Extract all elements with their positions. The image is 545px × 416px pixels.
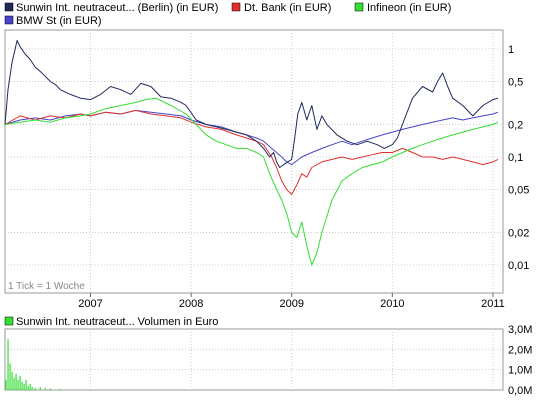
main-legend: Sunwin Int. neutraceut... (Berlin) (in E… (4, 2, 451, 27)
legend-swatch-infineon (354, 2, 364, 12)
volume-y-tick-label: 0,0M (508, 385, 532, 397)
volume-bars (5, 339, 61, 390)
legend-label-bmw: BMW St (in EUR) (16, 15, 102, 27)
series-line-dtbank[interactable] (4, 109, 499, 195)
main-y-axis: 1 0,5 0,2 0,1 0,05 0,02 0,01 (508, 44, 529, 272)
main-y-tick-label: 0,2 (508, 119, 523, 131)
main-series-group (4, 40, 499, 266)
volume-y-tick-label: 2,0M (508, 344, 532, 356)
main-grid (5, 30, 503, 293)
legend-label-sunwin: Sunwin Int. neutraceut... (Berlin) (in E… (16, 2, 218, 14)
legend-label-dtbank: Dt. Bank (in EUR) (244, 2, 331, 14)
volume-legend-swatch (4, 316, 14, 326)
volume-plot-area (4, 328, 504, 391)
main-y-tick-label: 1 (508, 44, 514, 56)
main-y-tick-label: 0,02 (508, 227, 529, 239)
volume-legend: Sunwin Int. neutraceut... Volumen in Eur… (4, 316, 218, 328)
main-x-tick-label: 2011 (481, 298, 505, 310)
legend-item-sunwin[interactable]: Sunwin Int. neutraceut... (Berlin) (in E… (4, 2, 218, 14)
tick-note: 1 Tick = 1 Woche (8, 281, 85, 292)
legend-item-infineon[interactable]: Infineon (in EUR) (354, 2, 451, 14)
main-x-tick-label: 2009 (279, 298, 303, 310)
main-y-tick-label: 0,01 (508, 260, 529, 272)
main-y-tick-label: 0,05 (508, 184, 529, 196)
main-x-axis: 2007 2008 2009 2010 2011 (78, 293, 505, 310)
main-x-tick-label: 2007 (78, 298, 102, 310)
legend-swatch-dtbank (231, 2, 241, 12)
main-plot-area (4, 29, 504, 294)
legend-swatch-bmw (4, 15, 14, 25)
volume-y-axis: 3,0M 2,0M 1,0M 0,0M (508, 324, 532, 397)
legend-item-dtbank[interactable]: Dt. Bank (in EUR) (231, 2, 331, 14)
series-line-sunwin[interactable] (4, 40, 499, 168)
legend-swatch-sunwin (4, 2, 14, 12)
main-y-tick-label: 0,5 (508, 77, 523, 89)
main-x-tick-label: 2010 (380, 298, 404, 310)
legend-item-bmw[interactable]: BMW St (in EUR) (4, 15, 102, 27)
legend-label-infineon: Infineon (in EUR) (367, 2, 451, 14)
series-line-infineon[interactable] (4, 97, 499, 266)
volume-y-tick-label: 3,0M (508, 324, 532, 336)
volume-legend-label: Sunwin Int. neutraceut... Volumen in Eur… (16, 316, 218, 328)
volume-y-tick-label: 1,0M (508, 365, 532, 377)
main-x-tick-label: 2008 (179, 298, 203, 310)
main-y-tick-label: 0,1 (508, 152, 523, 164)
volume-grid (5, 329, 503, 390)
